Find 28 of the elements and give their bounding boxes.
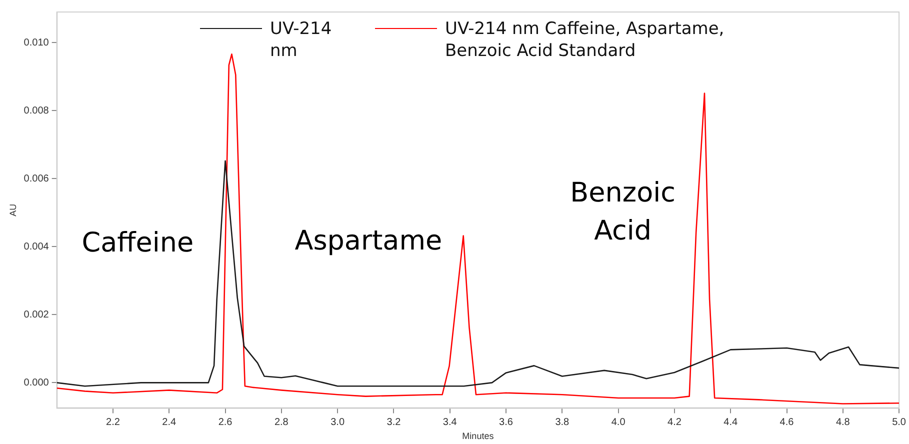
x-tick-label: 4.0 — [611, 416, 626, 428]
x-tick-label: 4.2 — [668, 416, 682, 428]
annotation: Caffeine — [82, 228, 194, 259]
x-tick-label: 4.8 — [836, 416, 850, 428]
x-tick-label: 3.0 — [330, 416, 345, 428]
y-tick-label: 0.006 — [24, 173, 50, 184]
x-tick-label: 5.0 — [892, 416, 906, 428]
y-axis-title: AU — [8, 204, 18, 216]
y-tick-label: 0.008 — [24, 105, 50, 116]
y-tick-label: 0.000 — [24, 377, 50, 388]
legend-label: UV-214 nm — [270, 18, 333, 62]
x-tick-label: 2.6 — [218, 416, 233, 428]
x-tick-label: 4.4 — [724, 416, 738, 428]
annotation: Aspartame — [294, 226, 442, 257]
x-tick-label: 2.4 — [162, 416, 177, 428]
x-tick-label: 4.6 — [780, 416, 794, 428]
x-tick-label: 3.6 — [499, 416, 514, 428]
x-tick-label: 2.8 — [274, 416, 289, 428]
legend-label: UV-214 nm Caffeine, Aspartame, Benzoic Acid Standard — [445, 18, 726, 62]
x-tick-label: 3.8 — [555, 416, 570, 428]
annotation: Benzoic Acid — [570, 177, 676, 246]
x-tick-label: 3.4 — [442, 416, 458, 428]
x-axis-title: Minutes — [462, 431, 494, 442]
x-tick-label: 3.2 — [386, 416, 402, 428]
y-tick-label: 0.010 — [24, 37, 50, 48]
x-tick-label: 2.2 — [106, 416, 120, 428]
y-tick-label: 0.004 — [24, 241, 50, 252]
y-tick-label: 0.002 — [24, 309, 50, 320]
